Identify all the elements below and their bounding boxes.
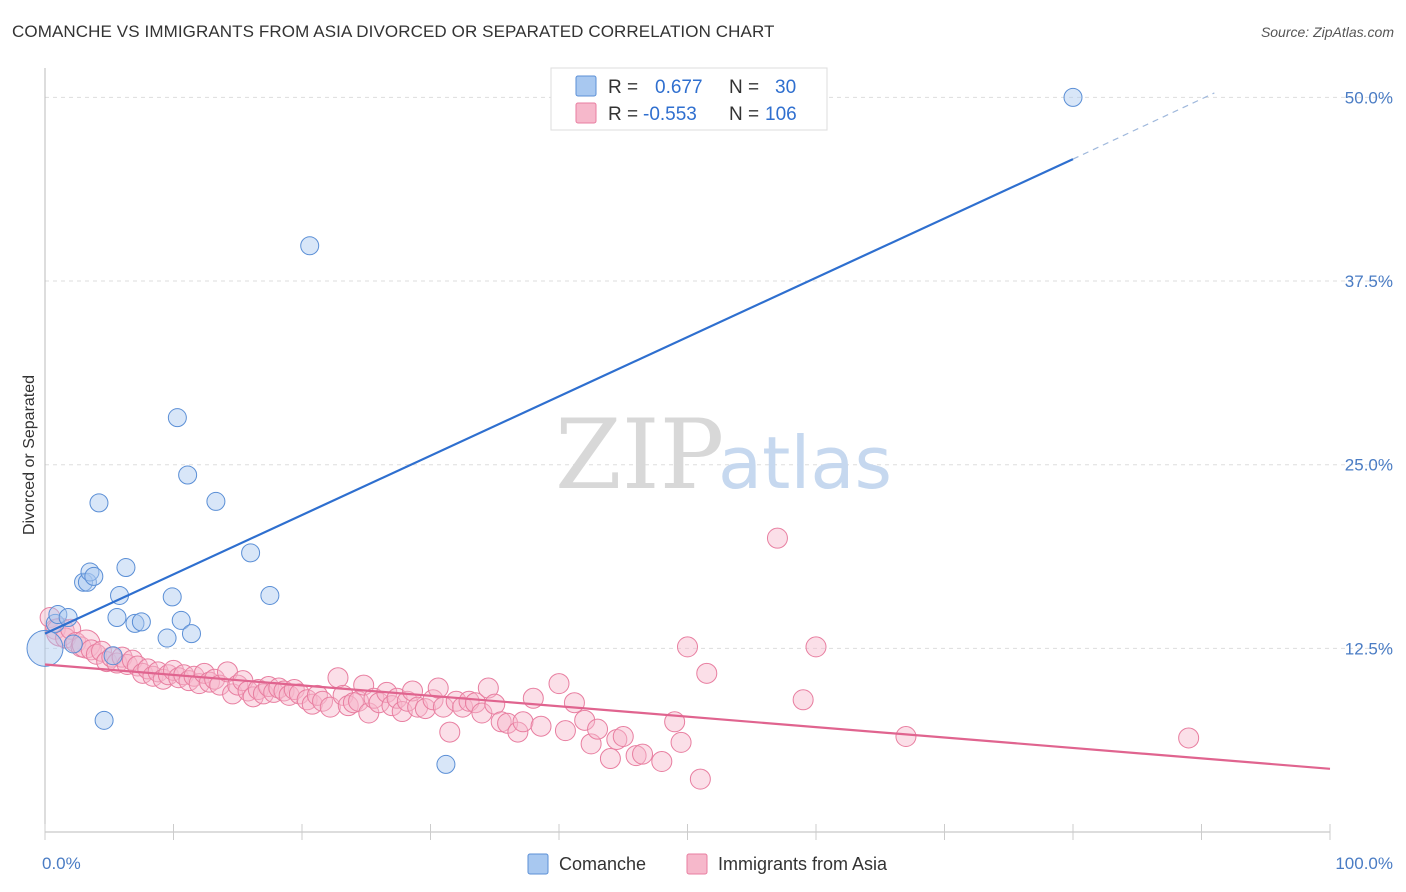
comanche-point (436, 754, 456, 774)
immigrants-point (696, 662, 718, 684)
legend-r-label-immigrants: R = (608, 104, 638, 125)
comanche-point (162, 587, 182, 607)
immigrants-point (599, 748, 621, 770)
comanche-point (300, 236, 320, 256)
legend-n-value-immigrants: 106 (765, 104, 797, 125)
comanche-point (171, 610, 191, 630)
comanche-point (103, 646, 123, 666)
comanche-point (116, 558, 136, 578)
immigrants-point (507, 721, 529, 743)
immigrants-point (452, 696, 474, 718)
immigrants-point (327, 667, 349, 689)
series-legend: Comanche Immigrants from Asia (527, 853, 888, 875)
comanche-point (1063, 87, 1083, 107)
comanche-point (167, 408, 187, 428)
comanche-trend-line (44, 158, 1074, 635)
immigrants-point (396, 690, 418, 712)
y-tick-label: 50.0% (1345, 88, 1393, 107)
comanche-point (131, 612, 151, 632)
immigrants-point (554, 720, 576, 742)
x-axis-ticks (44, 824, 1331, 840)
comanche-point (260, 585, 280, 605)
immigrants-point (574, 709, 596, 731)
comanche-point (178, 465, 198, 485)
series-legend-swatch-immigrants (686, 853, 708, 875)
comanche-point (84, 566, 104, 586)
immigrants-point (464, 692, 486, 714)
watermark-atlas: atlas (718, 421, 892, 505)
immigrants-point (490, 711, 512, 733)
immigrants-point (477, 677, 499, 699)
comanche-point (206, 491, 226, 511)
immigrants-point (792, 689, 814, 711)
legend-n-value-comanche: 30 (775, 77, 796, 98)
chart-title: COMANCHE VS IMMIGRANTS FROM ASIA DIVORCE… (12, 22, 775, 41)
watermark-zip: ZIP (555, 399, 724, 511)
immigrants-point (402, 680, 424, 702)
y-tick-label: 37.5% (1345, 272, 1393, 291)
immigrants-point (39, 606, 61, 628)
immigrants-point (548, 673, 570, 695)
immigrants-point (91, 640, 113, 662)
y-axis-tick-labels: 12.5% 25.0% 37.5% 50.0% (1345, 88, 1393, 658)
comanche-point (94, 710, 114, 730)
immigrants-point (530, 715, 552, 737)
trend-lines (44, 92, 1331, 770)
y-tick-label: 12.5% (1345, 639, 1393, 658)
immigrants-point (587, 718, 609, 740)
legend-swatch-immigrants (575, 102, 597, 124)
legend-swatch-comanche (575, 75, 597, 97)
immigrants-point (651, 750, 673, 772)
immigrants-point (439, 721, 461, 743)
immigrants-point (689, 768, 711, 790)
source-label: Source: ZipAtlas.com (1260, 24, 1394, 40)
comanche-point (157, 628, 177, 648)
immigrants-point (484, 693, 506, 715)
immigrants-point (407, 696, 429, 718)
stats-legend-box (550, 67, 828, 131)
immigrants-point (1178, 727, 1200, 749)
immigrants-point (512, 711, 534, 733)
comanche-trend-extension (1072, 92, 1215, 160)
immigrants-point (445, 690, 467, 712)
legend-r-label-comanche: R = (608, 77, 638, 98)
legend-r-value-comanche: 0.677 (655, 77, 703, 98)
legend-n-label-immigrants: N = (729, 104, 759, 125)
comanche-point (89, 493, 109, 513)
comanche-point (241, 543, 261, 563)
immigrants-point (471, 702, 493, 724)
immigrants-point (625, 745, 647, 767)
legend-r-value-immigrants: -0.553 (643, 104, 697, 125)
immigrants-trend-line (44, 663, 1331, 770)
comanche-point (26, 629, 64, 667)
comanche-point (107, 607, 127, 627)
x-tick-label-max: 100.0% (1335, 854, 1393, 873)
immigrants-point (895, 726, 917, 747)
series-legend-label-immigrants: Immigrants from Asia (718, 854, 888, 874)
x-tick-label-min: 0.0% (42, 854, 81, 873)
series-legend-swatch-comanche (527, 853, 549, 875)
watermark: ZIP atlas (555, 399, 892, 511)
series-immigrants-points (39, 527, 1200, 790)
legend-n-label-comanche: N = (729, 77, 759, 98)
immigrants-point (563, 692, 585, 714)
series-comanche-points (26, 87, 1083, 774)
series-legend-label-comanche: Comanche (559, 854, 646, 874)
immigrants-point (766, 527, 788, 549)
y-axis-label: Divorced or Separated (21, 375, 38, 535)
immigrants-point (677, 636, 698, 658)
comanche-point (181, 624, 201, 644)
y-tick-label: 25.0% (1345, 456, 1393, 475)
immigrants-point (670, 731, 692, 753)
comanche-point (125, 613, 145, 633)
comanche-point (63, 634, 83, 654)
immigrants-point (414, 698, 436, 720)
stats-legend: R = 0.677 N = 30 R = -0.553 N = 106 (550, 67, 828, 131)
immigrants-point (805, 636, 827, 658)
grid-lines (45, 96, 1392, 649)
immigrants-point (632, 743, 654, 765)
immigrants-point (612, 726, 634, 747)
